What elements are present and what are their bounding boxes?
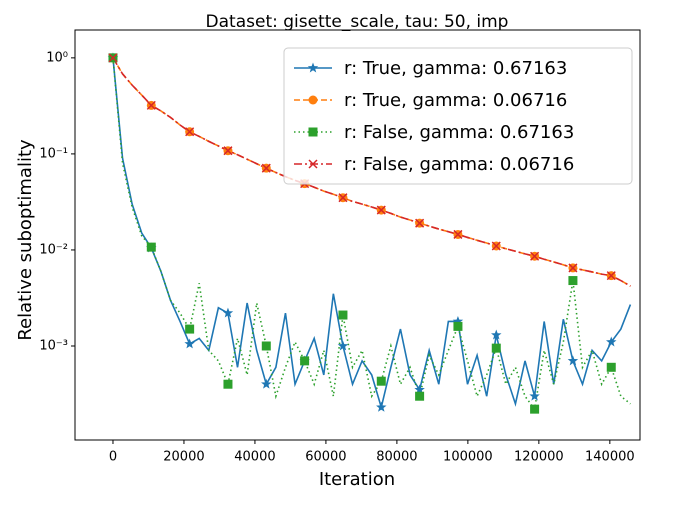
- marker: [491, 241, 501, 251]
- legend-label: r: True, gamma: 0.67163: [344, 58, 567, 79]
- legend-marker: [308, 95, 318, 105]
- marker: [108, 53, 118, 63]
- legend-marker-shape: [308, 159, 318, 169]
- marker: [453, 321, 463, 331]
- marker: [415, 391, 425, 401]
- marker: [146, 242, 156, 252]
- marker: [567, 355, 579, 366]
- plot-frame: [74, 29, 641, 441]
- y-tick-label: 10⁻¹: [39, 146, 68, 161]
- marker: [185, 127, 195, 137]
- y-axis-label: Relative suboptimality: [15, 139, 36, 341]
- marker: [223, 146, 233, 156]
- marker: [376, 401, 387, 412]
- marker: [414, 384, 425, 395]
- y-tick-label: 10⁻²: [39, 242, 68, 257]
- legend-marker: [308, 127, 318, 137]
- legend-box: [283, 47, 633, 185]
- x-tick-label: 100000: [443, 450, 493, 465]
- marker: [606, 271, 616, 281]
- x-tick-label: 60000: [305, 450, 346, 465]
- x-tick-label: 120000: [514, 450, 564, 465]
- legend-label: r: False, gamma: 0.67163: [344, 122, 574, 143]
- marker: [184, 338, 195, 349]
- marker: [415, 218, 425, 228]
- legend-label: r: True, gamma: 0.06716: [344, 90, 567, 111]
- marker: [568, 276, 578, 286]
- marker: [185, 324, 195, 334]
- marker: [261, 378, 272, 389]
- y-tick-label: 10⁰: [46, 50, 68, 65]
- series-line: [112, 57, 632, 411]
- x-tick-label: 20000: [163, 450, 204, 465]
- marker: [337, 340, 349, 351]
- marker: [261, 341, 271, 351]
- marker: [491, 329, 502, 340]
- marker: [491, 343, 501, 353]
- marker: [338, 310, 348, 320]
- marker: [223, 379, 233, 389]
- marker: [452, 315, 464, 326]
- marker: [222, 307, 234, 318]
- legend-marker-shape: [307, 62, 319, 73]
- y-tick-label: 10⁻³: [39, 338, 68, 353]
- marker: [261, 163, 271, 173]
- x-axis-label: Iteration: [319, 469, 395, 490]
- marker: [376, 205, 386, 215]
- marker: [530, 404, 540, 414]
- marker: [606, 362, 616, 372]
- plot-area: [107, 52, 632, 414]
- marker: [568, 263, 578, 273]
- chart-title: Dataset: gisette_scale, tau: 50, imp: [206, 12, 509, 32]
- x-tick-label: 140000: [585, 450, 635, 465]
- x-tick-label: 40000: [234, 450, 275, 465]
- marker: [146, 100, 156, 110]
- marker: [453, 229, 463, 239]
- legend-label: r: False, gamma: 0.06716: [344, 154, 574, 175]
- x-tick-label: 80000: [376, 450, 417, 465]
- marker: [530, 251, 540, 261]
- legend-marker-shape: [308, 95, 318, 105]
- marker: [376, 376, 386, 386]
- legend-marker: [308, 159, 318, 169]
- series-line: [112, 57, 631, 287]
- legend-marker-shape: [308, 127, 318, 137]
- x-tick-label: 0: [109, 450, 117, 465]
- legend-marker: [307, 62, 319, 73]
- marker: [606, 336, 617, 347]
- series-line: [112, 57, 631, 412]
- marker: [529, 390, 540, 401]
- marker: [338, 193, 348, 203]
- marker: [300, 356, 310, 366]
